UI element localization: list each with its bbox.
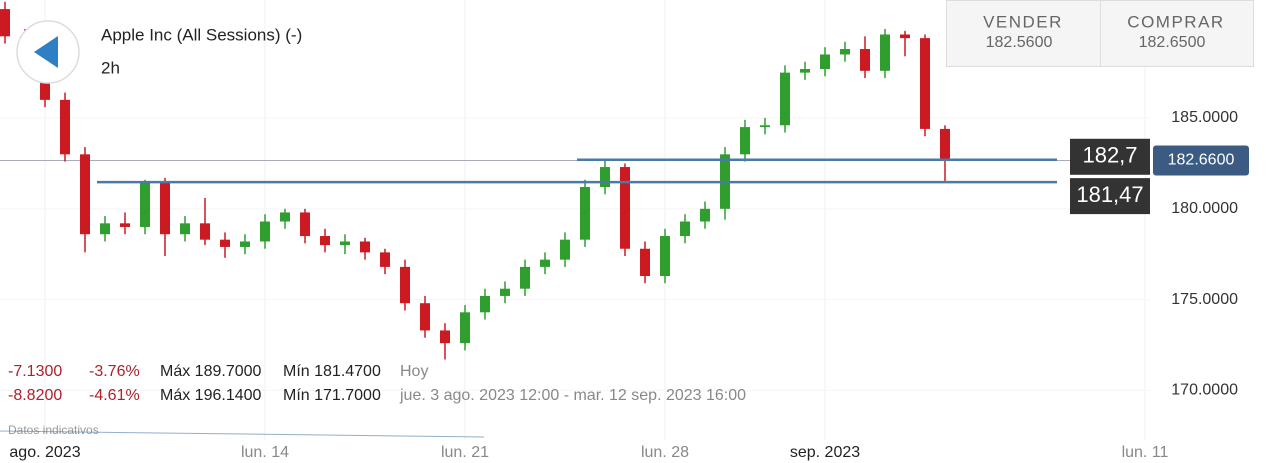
- instrument-title: Apple Inc (All Sessions) (-): [101, 25, 302, 44]
- candle-body: [460, 312, 470, 344]
- candle-body: [480, 295, 490, 313]
- stat-period: Hoy: [400, 363, 428, 380]
- candle-body: [560, 239, 570, 260]
- stat-change: -8.8200: [8, 387, 62, 404]
- price-tag: [1153, 145, 1249, 176]
- stat-max: Máx 196.1400: [160, 387, 262, 404]
- candle-body: [400, 266, 410, 304]
- decor-line: [0, 430, 485, 438]
- stat-change: -7.1300: [8, 363, 62, 380]
- candle-body: [860, 49, 870, 71]
- candle-body: [240, 241, 250, 247]
- y-tick-label: 185.0000: [1171, 109, 1238, 126]
- candle-body: [440, 330, 450, 344]
- stat-period: jue. 3 ago. 2023 12:00 - mar. 12 sep. 20…: [399, 387, 746, 404]
- buy-button[interactable]: COMPRAR 182.6500: [1127, 12, 1224, 51]
- disclaimer: Datos indicativos: [8, 423, 99, 437]
- x-tick-label: lun. 11: [1122, 444, 1169, 461]
- candle-body: [820, 54, 830, 69]
- x-tick-label: ago. 2023: [9, 444, 80, 461]
- level-label: 181,47: [1076, 182, 1143, 207]
- candle-body: [940, 128, 950, 160]
- candle-body: [100, 223, 110, 235]
- back-arrow[interactable]: [34, 36, 58, 68]
- candle-body: [880, 34, 890, 71]
- candle-body: [120, 223, 130, 227]
- candle-body: [500, 288, 510, 296]
- candle-body: [0, 9, 10, 37]
- candle-body: [920, 38, 930, 129]
- price-tag-label: 182.6600: [1168, 152, 1235, 169]
- sell-label[interactable]: VENDER: [983, 12, 1063, 31]
- sell-price[interactable]: 182.5600: [986, 34, 1053, 51]
- candle-body: [80, 154, 90, 235]
- x-tick-label: lun. 21: [441, 444, 489, 461]
- candle-body: [780, 72, 790, 126]
- candle-body: [360, 241, 370, 253]
- y-tick-label: 175.0000: [1171, 291, 1238, 308]
- stat-max: Máx 189.7000: [160, 363, 262, 380]
- candle-body: [660, 236, 670, 276]
- y-tick-label: 180.0000: [1171, 200, 1238, 217]
- candle-body: [680, 221, 690, 237]
- candle-body: [380, 252, 390, 267]
- stat-percent: -4.61%: [89, 387, 140, 404]
- level-label: 182,7: [1082, 143, 1137, 168]
- candle-body: [300, 212, 310, 237]
- candle-body: [620, 167, 630, 249]
- y-tick-label: 170.0000: [1171, 382, 1238, 399]
- candle-body: [320, 236, 330, 246]
- back-button[interactable]: [16, 20, 80, 84]
- candle-body: [580, 187, 590, 240]
- candle-body: [600, 167, 610, 188]
- candle-body: [420, 303, 430, 331]
- candle-body: [900, 34, 910, 39]
- candle-body: [280, 212, 290, 222]
- buy-price[interactable]: 182.6500: [1139, 34, 1206, 51]
- level-label-box: [1070, 138, 1150, 175]
- candle-body: [60, 99, 70, 155]
- buy-label[interactable]: COMPRAR: [1127, 12, 1224, 31]
- candle-body: [140, 181, 150, 227]
- candle-body: [260, 221, 270, 242]
- candle-body: [840, 49, 850, 55]
- candle-body: [180, 223, 190, 235]
- stat-percent: -3.76%: [89, 363, 140, 380]
- candle-body: [340, 241, 350, 246]
- candle-body: [520, 266, 530, 289]
- x-tick-label: lun. 28: [641, 444, 689, 461]
- candle-body: [200, 223, 210, 240]
- x-tick-label: lun. 14: [241, 444, 289, 461]
- candle-body: [700, 208, 710, 222]
- candle-body: [160, 181, 170, 235]
- candle-body: [760, 125, 770, 128]
- stat-min: Mín 181.4700: [283, 363, 381, 380]
- candle-body: [640, 248, 650, 276]
- sell-button[interactable]: VENDER 182.5600: [983, 12, 1063, 51]
- stat-min: Mín 171.7000: [283, 387, 381, 404]
- level-label-box: [1070, 178, 1150, 215]
- candle-body: [540, 259, 550, 267]
- candle-body: [740, 127, 750, 155]
- candle-body: [220, 239, 230, 247]
- interval: 2h: [101, 58, 120, 77]
- x-tick-label: sep. 2023: [790, 444, 860, 461]
- candle-body: [800, 68, 810, 73]
